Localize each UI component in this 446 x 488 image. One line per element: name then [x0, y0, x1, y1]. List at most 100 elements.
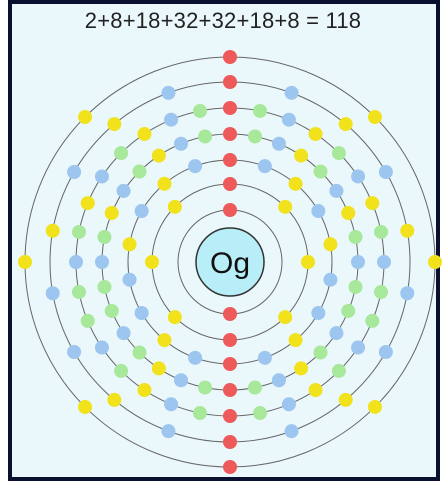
- electron-red: [223, 153, 237, 167]
- electron-blue: [122, 272, 137, 287]
- electron-blue: [174, 373, 189, 388]
- electron-green: [365, 313, 380, 328]
- electron-red: [223, 101, 237, 115]
- electron-blue: [134, 204, 149, 218]
- electron-blue: [351, 255, 365, 269]
- electron-red: [223, 333, 237, 347]
- electron-blue: [116, 326, 131, 341]
- electron-blue: [281, 397, 296, 412]
- electron-green: [71, 285, 86, 300]
- electron-yellow: [104, 206, 119, 221]
- electron-green: [341, 303, 356, 318]
- electron-yellow: [151, 361, 166, 376]
- electron-blue: [161, 85, 176, 100]
- electron-green: [253, 103, 268, 118]
- electron-blue: [45, 286, 60, 301]
- electron-yellow: [167, 199, 182, 214]
- electron-yellow: [157, 176, 172, 191]
- electron-blue: [284, 424, 299, 439]
- electrons: [18, 50, 442, 474]
- electron-blue: [329, 183, 344, 198]
- electron-blue: [323, 272, 338, 287]
- electron-yellow: [151, 148, 166, 163]
- electron-blue: [257, 159, 272, 174]
- electron-green: [247, 380, 262, 395]
- electron-yellow: [428, 255, 442, 269]
- electron-red: [223, 50, 237, 64]
- electron-green: [348, 230, 363, 245]
- electron-yellow: [107, 392, 122, 407]
- electron-blue: [94, 169, 109, 184]
- nucleus-symbol: Og: [210, 247, 250, 280]
- electron-red: [223, 383, 237, 397]
- electron-green: [132, 164, 147, 179]
- electron-yellow: [308, 383, 323, 398]
- electron-yellow: [137, 126, 152, 141]
- electron-green: [192, 406, 207, 421]
- electron-yellow: [338, 392, 353, 407]
- electron-red: [223, 357, 237, 371]
- electron-red: [223, 177, 237, 191]
- electron-yellow: [323, 237, 338, 252]
- electron-blue: [351, 340, 366, 355]
- electron-yellow: [367, 399, 382, 414]
- electron-red: [223, 127, 237, 141]
- electron-yellow: [157, 333, 172, 348]
- electron-blue: [311, 306, 326, 320]
- electron-blue: [67, 165, 82, 179]
- electron-green: [348, 279, 363, 294]
- electron-red: [223, 307, 237, 321]
- electron-yellow: [367, 110, 382, 125]
- electron-yellow: [78, 110, 93, 125]
- electron-yellow: [301, 255, 315, 269]
- electron-yellow: [18, 255, 32, 269]
- electron-green: [97, 230, 112, 245]
- electron-green: [71, 224, 86, 239]
- electron-yellow: [145, 255, 159, 269]
- electron-red: [223, 203, 237, 217]
- electron-green: [374, 285, 389, 300]
- electron-green: [198, 380, 213, 395]
- electron-yellow: [365, 196, 380, 211]
- electron-green: [374, 224, 389, 239]
- electron-blue: [69, 255, 83, 269]
- electron-blue: [164, 112, 179, 127]
- electron-red: [223, 435, 237, 449]
- electron-blue: [271, 136, 286, 151]
- electron-yellow: [288, 176, 303, 191]
- electron-green: [114, 146, 129, 161]
- electron-yellow: [167, 310, 182, 325]
- electron-blue: [378, 165, 393, 179]
- electron-green: [80, 313, 95, 328]
- electron-yellow: [78, 399, 93, 414]
- electron-green: [97, 279, 112, 294]
- electron-yellow: [278, 310, 293, 325]
- electron-blue: [311, 204, 326, 218]
- electron-yellow: [80, 196, 95, 211]
- electron-blue: [188, 159, 203, 174]
- electron-blue: [95, 255, 109, 269]
- electron-yellow: [400, 223, 415, 238]
- electron-yellow: [45, 223, 60, 238]
- electron-green: [114, 363, 129, 378]
- electron-blue: [161, 424, 176, 439]
- electron-yellow: [341, 206, 356, 221]
- electron-green: [313, 345, 328, 360]
- electron-yellow: [294, 148, 309, 163]
- electron-green: [331, 363, 346, 378]
- electron-green: [192, 103, 207, 118]
- electron-blue: [164, 397, 179, 412]
- electron-blue: [329, 326, 344, 341]
- electron-green: [313, 164, 328, 179]
- electron-blue: [281, 112, 296, 127]
- electron-yellow: [107, 117, 122, 132]
- electron-green: [104, 303, 119, 318]
- nucleus: [195, 227, 265, 297]
- electron-blue: [188, 350, 203, 365]
- electron-yellow: [288, 333, 303, 348]
- electron-yellow: [294, 361, 309, 376]
- electron-blue: [134, 306, 149, 320]
- electron-configuration-formula: 2+8+18+32+32+18+8 = 118: [84, 8, 362, 33]
- electron-blue: [174, 136, 189, 151]
